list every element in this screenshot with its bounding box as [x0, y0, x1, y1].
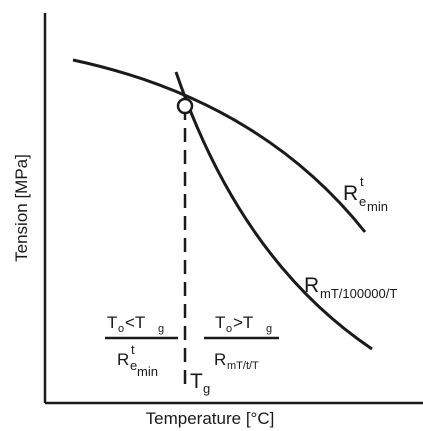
yield-label-sub: e — [359, 194, 366, 209]
right-num-t: T — [215, 313, 225, 332]
creep-label-base: R — [304, 274, 319, 297]
left-den-sup: t — [131, 342, 135, 357]
left-den-base: R — [117, 350, 129, 369]
intersection-point-marker — [176, 97, 194, 115]
right-num-op: >T — [233, 313, 253, 332]
left-num-o: o — [118, 323, 124, 335]
yield-curve-label: R t e min — [343, 174, 388, 214]
right-num-g: g — [266, 323, 272, 335]
y-axis-label: Tension [MPa] — [12, 154, 31, 262]
left-num-g: g — [158, 323, 164, 335]
right-region-denominator: R mT/t/T — [214, 350, 259, 372]
right-num-o: o — [226, 323, 232, 335]
right-region-numerator: T o >T g — [215, 313, 272, 335]
right-den-sub: mT/t/T — [227, 360, 259, 372]
creep-curve-label: R mT/100000/T — [304, 274, 397, 301]
yield-label-base: R — [343, 182, 358, 205]
yield-label-subsub: min — [367, 199, 388, 214]
tg-label-sub: g — [203, 381, 210, 396]
yield-strength-curve — [72, 58, 367, 233]
yield-label-sup: t — [360, 174, 364, 189]
tg-label-base: T — [190, 370, 203, 393]
left-region-numerator: T o <T g — [107, 313, 164, 335]
tg-label: T g — [190, 370, 210, 396]
left-region-denominator: R t e min — [117, 342, 158, 379]
left-num-op: <T — [125, 313, 145, 332]
x-axis-label: Temperature [°C] — [146, 409, 275, 428]
right-den-base: R — [214, 350, 226, 369]
left-den-subsub: min — [137, 364, 158, 379]
left-num-t: T — [107, 313, 117, 332]
creep-label-sub: mT/100000/T — [320, 286, 397, 301]
creep-strength-curve — [174, 71, 373, 351]
left-den-sub: e — [130, 358, 137, 373]
